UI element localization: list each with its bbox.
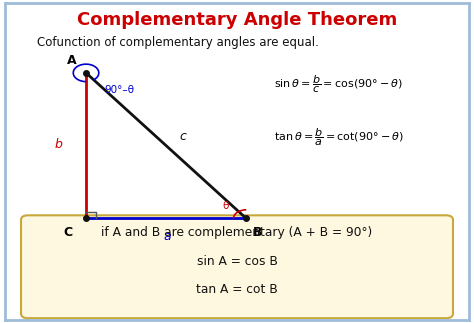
Text: 90°–θ: 90°–θ (105, 85, 135, 95)
Text: Cofunction of complementary angles are equal.: Cofunction of complementary angles are e… (37, 36, 319, 49)
Text: $\tan\theta = \dfrac{b}{a} = \cot(90°-\theta)$: $\tan\theta = \dfrac{b}{a} = \cot(90°-\t… (274, 127, 404, 149)
FancyBboxPatch shape (21, 215, 453, 318)
Text: B: B (253, 226, 263, 239)
Text: tan A = cot B: tan A = cot B (196, 283, 278, 296)
Text: c: c (179, 130, 186, 143)
Text: $\sin\theta = \dfrac{b}{c} = \cos(90°-\theta)$: $\sin\theta = \dfrac{b}{c} = \cos(90°-\t… (274, 73, 403, 95)
Text: if A and B are complementary (A + B = 90°): if A and B are complementary (A + B = 90… (101, 226, 373, 239)
Text: b: b (54, 138, 62, 151)
Text: C: C (63, 226, 72, 239)
Text: θ: θ (223, 201, 229, 211)
Text: A: A (67, 54, 77, 67)
Text: a: a (164, 230, 171, 243)
Text: Complementary Angle Theorem: Complementary Angle Theorem (77, 11, 397, 29)
Text: sin A = cos B: sin A = cos B (197, 255, 277, 268)
